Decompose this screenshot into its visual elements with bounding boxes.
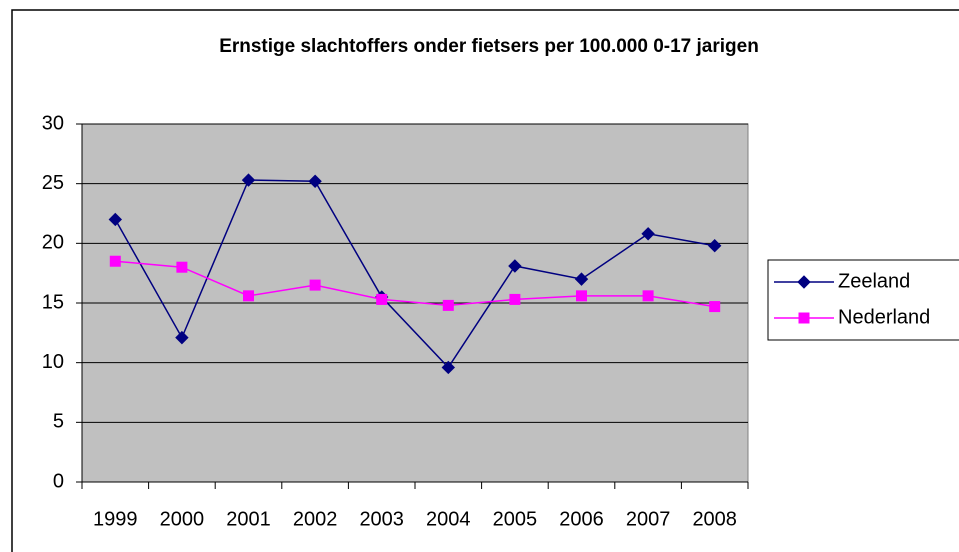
marker	[309, 279, 321, 291]
x-tick-label: 2001	[226, 508, 271, 530]
marker	[108, 212, 123, 227]
y-tick-label: 10	[42, 351, 64, 373]
marker	[797, 275, 811, 289]
legend-box	[767, 259, 959, 341]
series-line	[114, 179, 715, 369]
x-tick-label: 2000	[160, 508, 205, 530]
y-tick-label: 20	[42, 232, 64, 254]
marker	[308, 174, 322, 188]
x-tick-label: 2002	[293, 508, 338, 530]
x-tick-label: 1999	[93, 508, 138, 530]
series-line	[115, 260, 715, 308]
marker	[441, 360, 456, 375]
legend-label: Zeeland	[838, 270, 910, 292]
y-tick-label: 30	[42, 112, 64, 134]
marker	[508, 259, 522, 273]
marker	[241, 173, 256, 187]
marker	[641, 227, 655, 241]
y-tick-label: 15	[42, 291, 64, 313]
marker	[176, 261, 188, 273]
marker	[175, 330, 189, 345]
chart-title: Ernstige slachtoffers onder fietsers per…	[219, 36, 759, 57]
x-tick-label: 2007	[626, 508, 671, 530]
x-tick-label: 2006	[559, 508, 604, 530]
marker	[576, 290, 587, 302]
marker	[798, 312, 810, 324]
marker	[707, 239, 722, 253]
legend-label: Nederland	[838, 306, 930, 328]
marker	[509, 293, 521, 305]
x-tick-label: 2005	[493, 508, 538, 530]
y-tick-label: 0	[53, 470, 64, 492]
marker	[709, 301, 721, 313]
marker	[574, 272, 589, 286]
marker	[243, 290, 254, 302]
y-tick-label: 25	[42, 172, 64, 194]
marker	[442, 299, 454, 311]
marker	[376, 293, 388, 305]
marker	[109, 255, 121, 267]
y-tick-label: 5	[53, 411, 64, 433]
x-tick-label: 2003	[359, 508, 404, 530]
x-tick-label: 2008	[692, 508, 737, 530]
x-tick-label: 2004	[426, 508, 471, 530]
marker	[642, 290, 654, 302]
